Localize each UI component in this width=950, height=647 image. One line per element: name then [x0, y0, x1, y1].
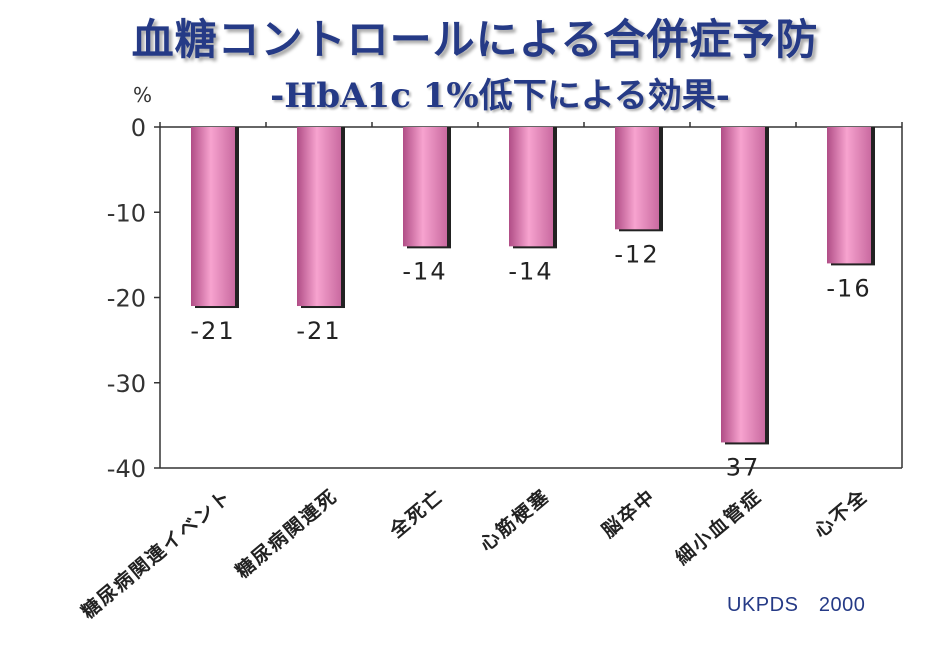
source-label: UKPDS 2000 [727, 594, 866, 616]
y-tick-label: -20 [107, 285, 146, 313]
bar [721, 127, 765, 443]
data-label: -21 [296, 317, 341, 345]
y-tick-label: -30 [107, 370, 146, 398]
bar [509, 127, 553, 247]
bar [403, 127, 447, 247]
category-label: 心筋梗塞 [475, 484, 554, 556]
y-tick-label: -40 [107, 455, 146, 483]
category-label: 糖尿病関連イベント [77, 484, 237, 623]
chart-bars [191, 127, 875, 445]
chart-axes: 0 -10 -20 -30 -40 [107, 114, 903, 483]
data-label: -16 [826, 274, 871, 302]
data-label: -14 [402, 257, 447, 285]
category-label: 全死亡 [384, 484, 448, 543]
chart-title: 血糖コントロールによる合併症予防 [131, 15, 819, 64]
category-label: 糖尿病関連死 [231, 484, 342, 583]
data-label: -14 [508, 257, 553, 285]
y-axis-unit: % [133, 83, 153, 107]
data-label: -12 [614, 240, 659, 268]
y-tick-label: 0 [131, 114, 146, 142]
category-label: 細小血管症 [671, 484, 766, 569]
bar [297, 127, 341, 307]
chart-subtitle: -HbA1c 1%低下による効果- [270, 76, 730, 116]
bar [615, 127, 659, 230]
data-label: 37 [726, 453, 761, 481]
y-tick-label: -10 [107, 199, 146, 227]
bar [191, 127, 235, 307]
data-label: -21 [190, 317, 235, 345]
category-label: 心不全 [809, 484, 872, 542]
bar [827, 127, 871, 264]
category-label: 脳卒中 [596, 484, 660, 543]
